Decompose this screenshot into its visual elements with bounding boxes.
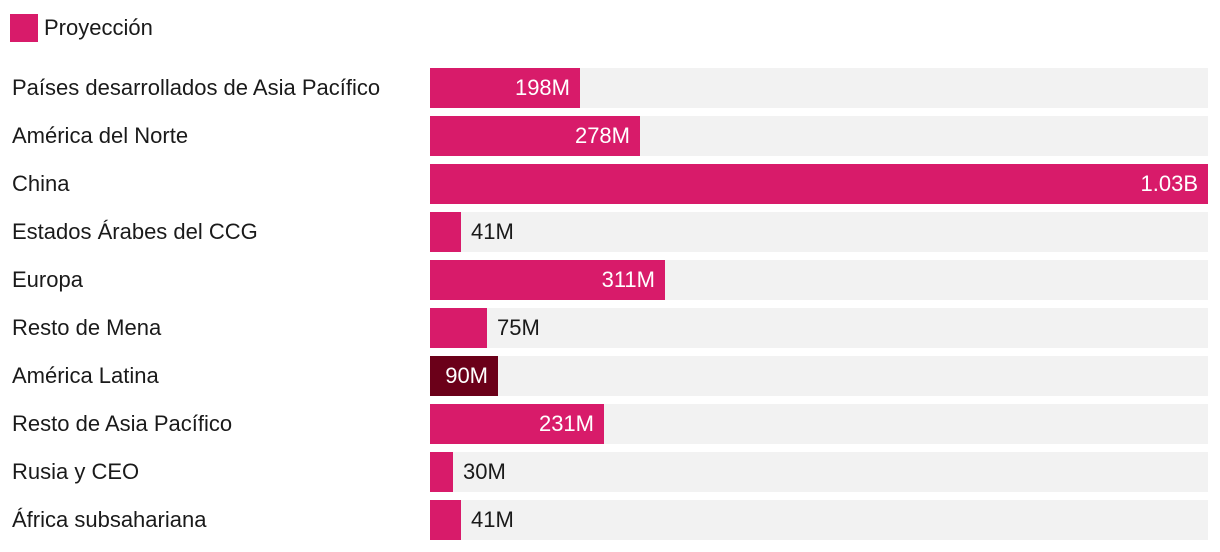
bar-row: Resto de Asia Pacífico 231M [0,404,1220,444]
bar-track: 90M [430,356,1208,396]
value-label: 41M [471,219,514,244]
bar [430,356,498,396]
bar-track: 1.03B [430,164,1208,204]
value-label: 90M [445,363,488,388]
bar [430,308,487,348]
value-label: 231M [538,411,594,436]
bar-row: Países desarrollados de Asia Pacífico 198… [0,68,1220,108]
value-label: 75M [497,315,540,340]
category-label: África subsahariana [12,507,207,532]
category-label: Resto de Mena [12,315,162,340]
value-label: 1.03B [1140,171,1199,196]
category-label: Europa [12,267,83,292]
bar [430,500,461,540]
bar-track: 311M [430,260,1208,300]
category-label: América del Norte [12,123,189,148]
category-label: Estados Árabes del CCG [12,219,258,244]
bar-row: Europa 311M [0,260,1220,300]
value-label: 41M [471,507,514,532]
bar [430,260,665,300]
category-label: Rusia y CEO [12,459,140,484]
value-label: 30M [463,459,506,484]
value-label: 311M [601,267,655,292]
bar-track: 41M [430,500,1208,540]
bar-row: Resto de Mena 75M [0,308,1220,348]
category-label: Países desarrollados de Asia Pacífico [12,75,381,100]
bar-row: América del Norte 278M [0,116,1220,156]
bar-row: América Latina 90M [0,356,1220,396]
bar-track: 75M [430,308,1208,348]
bar [430,212,461,252]
category-label: Resto de Asia Pacífico [12,411,233,436]
bar [430,164,1208,204]
bar [430,116,640,156]
bar-track: 30M [430,452,1208,492]
bar-row: Estados Árabes del CCG 41M [0,212,1220,252]
bar-row: Rusia y CEO 30M [0,452,1220,492]
legend-swatch [10,14,38,42]
category-label: América Latina [12,363,159,388]
bar-row: China 1.03B [0,164,1220,204]
bar-track: 231M [430,404,1208,444]
bar [430,404,604,444]
bar-track: 198M [430,68,1208,108]
value-label: 278M [574,123,630,148]
legend: Proyección [10,13,153,43]
bar-track: 41M [430,212,1208,252]
bar-track: 278M [430,116,1208,156]
value-label: 198M [514,75,570,100]
bar [430,452,453,492]
bar [430,68,580,108]
category-label: China [12,171,70,196]
bar-row: África subsahariana 41M [0,500,1220,540]
legend-label: Proyección [44,15,153,40]
